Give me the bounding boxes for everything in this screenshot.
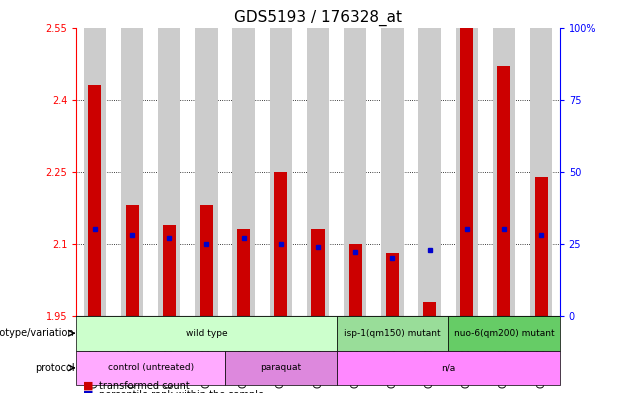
FancyBboxPatch shape	[76, 351, 225, 385]
Text: protocol: protocol	[35, 363, 74, 373]
Bar	[381, 28, 403, 316]
Bar	[158, 28, 181, 316]
Bar	[349, 244, 362, 316]
Bar	[84, 28, 106, 316]
Bar	[233, 28, 255, 316]
Bar	[497, 66, 511, 316]
Text: ■: ■	[83, 390, 93, 393]
FancyBboxPatch shape	[336, 316, 448, 351]
Bar	[493, 28, 515, 316]
Text: transformed count: transformed count	[99, 381, 190, 391]
Title: GDS5193 / 176328_at: GDS5193 / 176328_at	[234, 10, 402, 26]
Bar	[200, 206, 213, 316]
Text: paraquat: paraquat	[260, 364, 301, 372]
Bar	[455, 28, 478, 316]
Text: genotype/variation: genotype/variation	[0, 328, 74, 338]
Text: wild type: wild type	[186, 329, 227, 338]
Bar	[274, 172, 287, 316]
FancyBboxPatch shape	[336, 351, 560, 385]
FancyBboxPatch shape	[76, 316, 336, 351]
Text: percentile rank within the sample: percentile rank within the sample	[99, 390, 263, 393]
Bar	[121, 28, 143, 316]
Bar	[344, 28, 366, 316]
Bar	[423, 301, 436, 316]
FancyBboxPatch shape	[225, 351, 336, 385]
Text: nuo-6(qm200) mutant: nuo-6(qm200) mutant	[453, 329, 554, 338]
Bar	[535, 176, 548, 316]
Bar	[195, 28, 218, 316]
Text: isp-1(qm150) mutant: isp-1(qm150) mutant	[344, 329, 441, 338]
Bar	[88, 85, 101, 316]
Bar	[312, 230, 324, 316]
Bar	[270, 28, 292, 316]
Bar	[460, 4, 473, 316]
Bar	[163, 224, 176, 316]
Bar	[418, 28, 441, 316]
Bar	[307, 28, 329, 316]
Text: ■: ■	[83, 381, 93, 391]
Bar	[386, 253, 399, 316]
FancyBboxPatch shape	[448, 316, 560, 351]
Text: n/a: n/a	[441, 364, 455, 372]
Text: control (untreated): control (untreated)	[107, 364, 194, 372]
Bar	[530, 28, 552, 316]
Bar	[237, 230, 250, 316]
Bar	[125, 206, 139, 316]
